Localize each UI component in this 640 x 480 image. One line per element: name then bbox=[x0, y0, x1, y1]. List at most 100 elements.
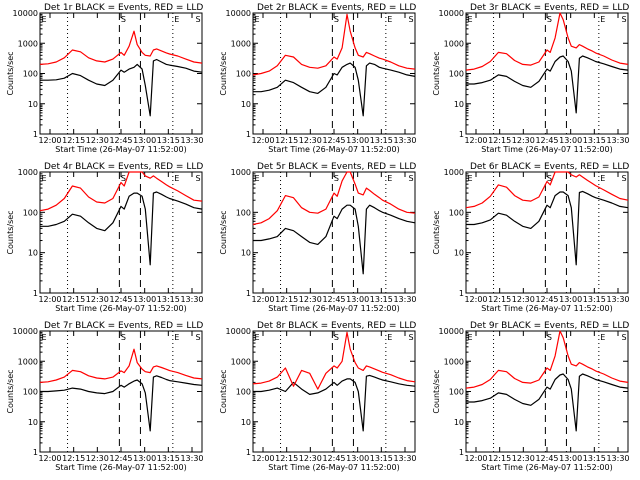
series-line-lld bbox=[465, 330, 629, 389]
x-tick-label: 13:00 bbox=[346, 295, 369, 304]
y-tick-label: 100 bbox=[23, 70, 38, 79]
x-tick-label: 13:30 bbox=[393, 295, 416, 304]
chart-title: Det 8r BLACK = Events, RED = LLD bbox=[257, 321, 416, 331]
x-tick-label: 12:00 bbox=[251, 454, 274, 463]
corner-marker-start: E bbox=[467, 15, 472, 24]
x-tick-label: 13:15 bbox=[370, 136, 393, 145]
x-tick-label: 12:00 bbox=[251, 136, 274, 145]
end-marker-label: E bbox=[600, 333, 605, 342]
y-tick-label: 10000 bbox=[439, 327, 464, 336]
x-axis-label: Start Time (26-May-07 11:52:00) bbox=[481, 145, 612, 154]
y-tick-label: 1000 bbox=[18, 357, 38, 366]
x-tick-label: 13:15 bbox=[583, 295, 606, 304]
x-tick-label: 12:15 bbox=[275, 454, 298, 463]
chart-title: Det 7r BLACK = Events, RED = LLD bbox=[44, 321, 203, 331]
chart-title: Det 9r BLACK = Events, RED = LLD bbox=[470, 321, 629, 331]
start-marker-label: S bbox=[547, 174, 552, 183]
y-tick-label: 1 bbox=[33, 448, 38, 457]
corner-marker-end: S bbox=[621, 174, 626, 183]
end-marker-label: E bbox=[174, 15, 179, 24]
y-axis-label: Counts/sec bbox=[6, 210, 15, 254]
x-tick-label: 12:15 bbox=[275, 295, 298, 304]
y-tick-label: 1000 bbox=[231, 39, 251, 48]
x-tick-label: 13:00 bbox=[559, 136, 582, 145]
panel-det-6: Det 6r BLACK = Events, RED = LLD E S S E 1 10 1… bbox=[432, 162, 630, 313]
chart-title: Det 6r BLACK = Events, RED = LLD bbox=[470, 162, 629, 172]
y-tick-label: 10 bbox=[28, 249, 38, 258]
corner-marker-start: E bbox=[41, 15, 46, 24]
chart-title: Det 5r BLACK = Events, RED = LLD bbox=[257, 162, 416, 172]
y-tick-label: 10 bbox=[28, 100, 38, 109]
x-tick-label: 12:30 bbox=[86, 136, 109, 145]
x-tick-label: 12:15 bbox=[62, 295, 85, 304]
series-line-events bbox=[40, 375, 203, 432]
y-tick-label: 100 bbox=[449, 388, 464, 397]
y-tick-label: 1000 bbox=[444, 357, 464, 366]
corner-marker-start: E bbox=[254, 15, 259, 24]
panel-det-7: Det 7r BLACK = Events, RED = LLD E S S E 1 10 1… bbox=[6, 321, 204, 472]
x-axis-label: Start Time (26-May-07 11:52:00) bbox=[481, 463, 612, 472]
y-tick-label: 1000 bbox=[18, 39, 38, 48]
start-marker-label: S bbox=[121, 333, 126, 342]
y-tick-label: 100 bbox=[449, 70, 464, 79]
y-tick-label: 1 bbox=[33, 130, 38, 139]
x-tick-label: 12:00 bbox=[38, 295, 61, 304]
x-tick-label: 12:45 bbox=[109, 295, 132, 304]
series-line-lld bbox=[39, 348, 203, 383]
y-tick-label: 10000 bbox=[13, 327, 38, 336]
x-tick-label: 12:00 bbox=[251, 295, 274, 304]
plot-frame bbox=[39, 171, 203, 294]
x-tick-label: 13:30 bbox=[393, 136, 416, 145]
plot-frame bbox=[252, 171, 416, 294]
panel-det-1: Det 1r BLACK = Events, RED = LLD E S S E 1 10 1… bbox=[6, 3, 204, 154]
panel-det-9: Det 9r BLACK = Events, RED = LLD E S S E 1 10 1… bbox=[432, 321, 630, 472]
x-tick-label: 13:30 bbox=[606, 136, 629, 145]
x-tick-label: 12:30 bbox=[299, 454, 322, 463]
y-tick-label: 1 bbox=[459, 448, 464, 457]
x-tick-label: 12:15 bbox=[62, 136, 85, 145]
y-tick-label: 10 bbox=[241, 418, 251, 427]
x-tick-label: 12:45 bbox=[322, 454, 345, 463]
corner-marker-end: S bbox=[408, 174, 413, 183]
x-tick-label: 12:45 bbox=[535, 136, 558, 145]
series-line-events bbox=[466, 55, 629, 114]
chart-title: Det 3r BLACK = Events, RED = LLD bbox=[470, 3, 629, 13]
corner-marker-end: S bbox=[408, 15, 413, 24]
end-marker-label: E bbox=[174, 174, 179, 183]
plot-frame bbox=[465, 12, 629, 135]
y-tick-label: 1 bbox=[33, 289, 38, 298]
y-tick-label: 10 bbox=[454, 100, 464, 109]
x-axis-label: Start Time (26-May-07 11:52:00) bbox=[481, 304, 612, 313]
y-tick-label: 10000 bbox=[226, 327, 251, 336]
panel-det-5: Det 5r BLACK = Events, RED = LLD E S S E 1 10 1… bbox=[219, 162, 417, 313]
series-line-lld bbox=[252, 13, 416, 76]
y-axis-label: Counts/sec bbox=[432, 51, 441, 95]
start-marker-label: S bbox=[334, 174, 339, 183]
plot-frame bbox=[39, 12, 203, 135]
series-line-lld bbox=[252, 331, 416, 390]
x-axis-label: Start Time (26-May-07 11:52:00) bbox=[55, 145, 186, 154]
x-tick-label: 13:30 bbox=[606, 295, 629, 304]
start-marker-label: S bbox=[121, 174, 126, 183]
x-tick-label: 13:30 bbox=[606, 454, 629, 463]
y-tick-label: 1 bbox=[246, 130, 251, 139]
x-tick-label: 12:15 bbox=[488, 295, 511, 304]
series-line-events bbox=[253, 204, 416, 275]
x-tick-label: 13:00 bbox=[346, 454, 369, 463]
corner-marker-end: S bbox=[621, 333, 626, 342]
y-tick-label: 10000 bbox=[226, 9, 251, 18]
x-tick-label: 12:15 bbox=[275, 136, 298, 145]
x-tick-label: 13:15 bbox=[370, 295, 393, 304]
y-tick-label: 1000 bbox=[231, 168, 251, 177]
y-axis-label: Counts/sec bbox=[219, 369, 228, 413]
series-line-events bbox=[40, 191, 203, 266]
plot-frame bbox=[465, 330, 629, 453]
x-tick-label: 12:15 bbox=[62, 454, 85, 463]
corner-marker-end: S bbox=[408, 333, 413, 342]
series-line-events bbox=[466, 190, 629, 266]
y-tick-label: 10000 bbox=[439, 9, 464, 18]
series-line-lld bbox=[39, 30, 203, 65]
end-marker-label: E bbox=[600, 174, 605, 183]
y-tick-label: 1000 bbox=[231, 357, 251, 366]
